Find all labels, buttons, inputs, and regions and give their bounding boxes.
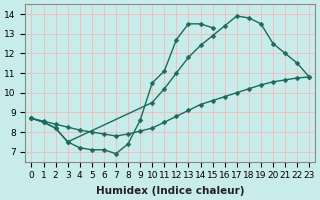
X-axis label: Humidex (Indice chaleur): Humidex (Indice chaleur): [96, 186, 244, 196]
